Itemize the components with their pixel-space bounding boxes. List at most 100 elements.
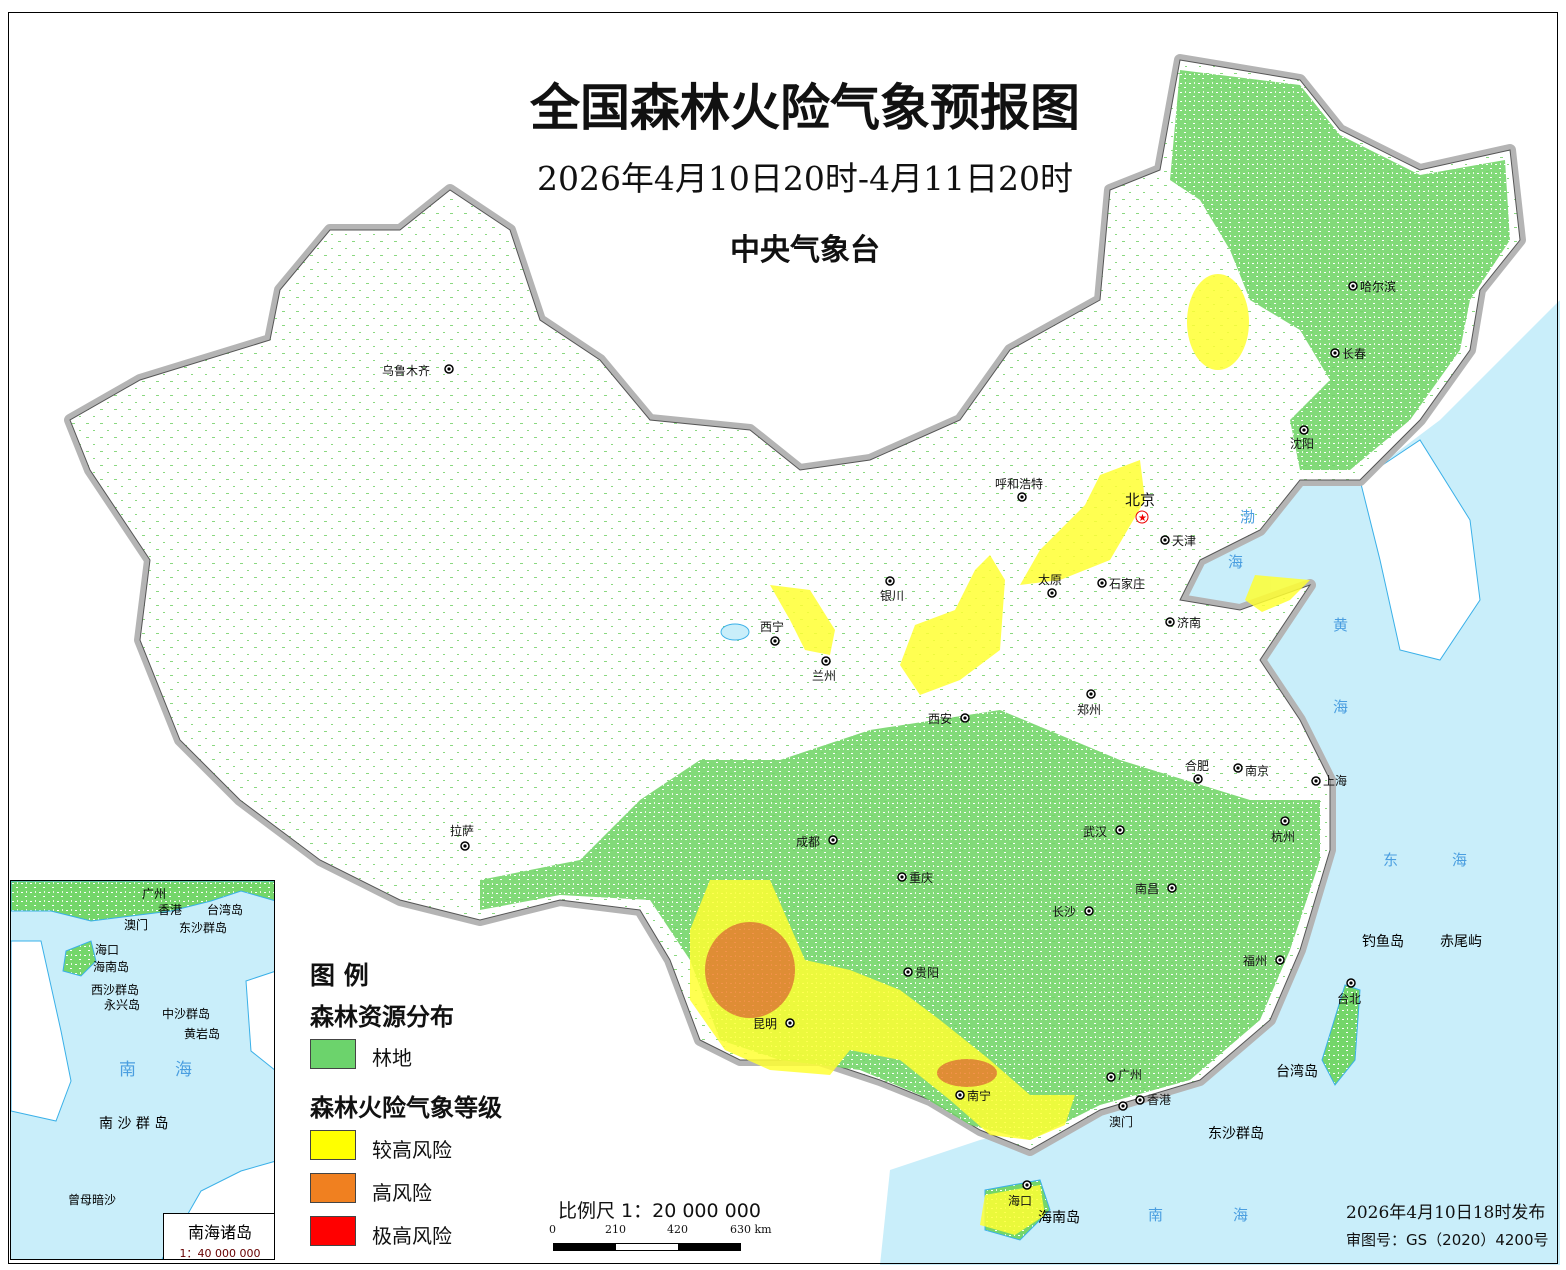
korea-peninsula: [1359, 439, 1481, 661]
city-dot: [1138, 1098, 1142, 1102]
city-dot: [1050, 591, 1054, 595]
city-label: 石家庄: [1109, 576, 1145, 591]
city-label: 呼和浩特: [995, 476, 1043, 491]
city-label: 郑州: [1077, 702, 1101, 717]
risk-area-high: [705, 922, 795, 1018]
issuer: 中央气象台: [730, 233, 880, 268]
city-dot: [1163, 538, 1167, 542]
city-dot: [1196, 777, 1200, 781]
inset-scale: 1：40 000 000: [179, 1247, 261, 1260]
city-label: 海口: [1008, 1193, 1032, 1208]
forest-northeast: [1170, 70, 1510, 470]
city-dot: [1109, 1075, 1113, 1079]
inset-title-box: 南海诸岛 1：40 000 000: [163, 1213, 274, 1260]
city-label: 拉萨: [450, 823, 474, 838]
inset-label: 西沙群岛: [91, 983, 140, 997]
city-dot: [1020, 495, 1024, 499]
inset-hainan: [62, 940, 97, 977]
risk-area-high-relative: [980, 1185, 1045, 1235]
map-approval-number: 审图号：GS（2020）4200号: [1346, 1231, 1549, 1249]
place-label: 东沙群岛: [1208, 1126, 1264, 1142]
city-label: 台北: [1337, 991, 1361, 1006]
city-label: 兰州: [812, 669, 836, 683]
inset-label: 台湾岛: [207, 903, 244, 917]
city-label: 乌鲁木齐: [382, 363, 430, 378]
legend-forest-section: 森林资源分布: [310, 1003, 454, 1031]
inset-philippines: [245, 971, 274, 1071]
risk-area-high-relative: [900, 555, 1005, 695]
city-dot: [900, 875, 904, 879]
city-dot: [831, 838, 835, 842]
inset-sea-char: 海: [175, 1060, 192, 1080]
forest-taiwan: [1321, 984, 1361, 1086]
city-dot: [1168, 620, 1172, 624]
scale-tick-3: 630 km: [730, 1223, 772, 1236]
city-dot: [1349, 981, 1353, 985]
city-label: 西宁: [760, 619, 784, 634]
lake-qinghai: [720, 623, 750, 641]
sea-label: 渤: [1240, 508, 1255, 526]
inset-label: 永兴岛: [104, 998, 141, 1012]
city-label: 上海: [1323, 773, 1347, 788]
legend-heading: 图 例: [310, 961, 369, 990]
city-label: 澳门: [1109, 1114, 1133, 1129]
issued-time: 2026年4月10日18时发布: [1346, 1203, 1546, 1223]
city-dot: [963, 716, 967, 720]
scale-tick-0: 0: [549, 1223, 556, 1236]
city-dot: [1278, 958, 1282, 962]
inset-sea-char: 南: [119, 1060, 136, 1080]
inset-label: 黄岩岛: [184, 1027, 221, 1041]
city-label: 西安: [928, 711, 952, 726]
scale-bar: [553, 1243, 741, 1251]
city-label: 太原: [1038, 572, 1062, 587]
scale-tick-1: 210: [605, 1223, 626, 1236]
inset-label: 香港: [158, 903, 183, 917]
city-label: 武汉: [1083, 825, 1107, 839]
risk-area-high-relative: [1245, 575, 1310, 612]
capital-star-icon: [1135, 510, 1149, 524]
city-label: 昆明: [753, 1017, 777, 1031]
legend-label-forest: 林地: [372, 1046, 412, 1070]
city-dot: [788, 1021, 792, 1025]
inset-label: 海南岛: [93, 960, 130, 974]
city-dot: [1333, 351, 1337, 355]
sea-label: 海: [1233, 1206, 1248, 1224]
city-label: 长春: [1342, 347, 1366, 361]
risk-area-high-relative: [770, 585, 835, 655]
city-label: 南宁: [967, 1088, 991, 1103]
inset-map: 南 海: [11, 881, 274, 1259]
city-dot: [447, 367, 451, 371]
city-dot: [1118, 828, 1122, 832]
legend-swatch-forest: [310, 1039, 356, 1069]
sea-label: 黄: [1333, 616, 1348, 634]
place-label: 海南岛: [1038, 1210, 1080, 1226]
city-label: 济南: [1177, 615, 1201, 630]
risk-area-high: [937, 1059, 997, 1087]
legend-label-risk-high: 高风险: [372, 1181, 432, 1205]
inset-mainland: [11, 881, 274, 922]
city-dot: [888, 579, 892, 583]
city-dot: [1314, 779, 1318, 783]
inset-label: 广州: [142, 887, 167, 901]
map-frame: [8, 12, 1558, 1264]
city-label: 香港: [1147, 1093, 1171, 1107]
inset-label: 南 沙 群 岛: [99, 1116, 169, 1132]
inset-label: 东沙群岛: [179, 921, 228, 935]
city-label: 广州: [1118, 1068, 1142, 1082]
sea-label: 海: [1228, 553, 1243, 571]
map-title: 全国森林火险气象预报图: [530, 78, 1080, 137]
city-dot: [1121, 1104, 1125, 1108]
city-dot: [958, 1093, 962, 1097]
south-china-sea-inset: 南 海 广州 香港 台湾岛 澳门 东沙群岛 海口 海南岛 西沙群岛 永兴岛 中沙群岛 黄岩岛南 沙 …: [10, 880, 275, 1260]
city-dot: [1283, 819, 1287, 823]
city-label: 沈阳: [1290, 436, 1314, 451]
city-dot: [1236, 766, 1240, 770]
place-label: 赤尾屿: [1440, 934, 1482, 950]
city-label: 南京: [1245, 763, 1269, 778]
city-label: 北京: [1125, 491, 1155, 509]
risk-area-high-relative: [1187, 274, 1249, 370]
risk-area-high-relative: [1020, 460, 1145, 585]
city-dot: [1100, 581, 1104, 585]
city-dot: [463, 844, 467, 848]
